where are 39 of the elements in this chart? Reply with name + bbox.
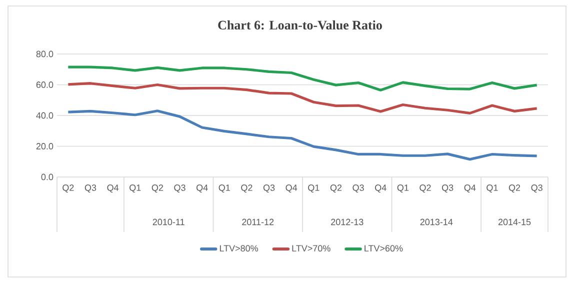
y-tick-label: 80.0 <box>36 50 54 58</box>
line-series <box>66 66 538 92</box>
x-tick-label: Q2 <box>241 184 252 192</box>
x-tick-label: Q1 <box>486 184 498 192</box>
x-tick-label: Q4 <box>375 184 386 192</box>
x-tick-label: Q3 <box>263 184 275 192</box>
line-series <box>66 110 538 161</box>
x-tick-label: Q4 <box>286 184 298 192</box>
x-tick-label: Q3 <box>442 184 454 192</box>
x-tick-label: Q3 <box>174 184 186 192</box>
y-tick-label: 40.0 <box>36 112 54 119</box>
x-tick-label: Q3 <box>84 184 96 192</box>
x-tick-label: Q1 <box>397 184 408 192</box>
x-tick-label: Q2 <box>62 184 74 192</box>
x-tick-label: Q3 <box>352 184 364 192</box>
text: 2013-14 <box>420 218 453 226</box>
x-tick-label: Q2 <box>508 184 520 192</box>
x-tick-label: Q1 <box>130 184 141 192</box>
y-tick-label: 20.0 <box>36 143 54 150</box>
text: 2014-15 <box>498 218 531 226</box>
x-tick-label: Q3 <box>531 184 542 192</box>
x-tick-label: Q2 <box>330 184 342 192</box>
text: 2012-13 <box>331 218 364 226</box>
x-tick-label: Q1 <box>308 184 320 192</box>
y-tick-label: 0.0 <box>41 174 54 180</box>
legend-label: LTV>60% <box>364 245 403 252</box>
x-tick-label: Q4 <box>107 184 119 192</box>
x-tick-label: Q2 <box>420 184 431 192</box>
x-tick-label: Q4 <box>464 184 476 192</box>
x-tick-label: Q1 <box>218 184 230 192</box>
x-tick-label: Q2 <box>152 184 163 192</box>
x-tick-label: Q4 <box>196 184 208 192</box>
legend-label: LTV>80% <box>220 245 258 252</box>
text: 2010-11 <box>152 218 184 226</box>
y-tick-label: 60.0 <box>36 82 54 88</box>
text: 2011-12 <box>242 218 274 226</box>
chart-title: Chart 6: Loan-to-Value Ratio <box>218 20 382 30</box>
line-series <box>66 82 538 114</box>
legend-label: LTV>70% <box>292 245 330 252</box>
